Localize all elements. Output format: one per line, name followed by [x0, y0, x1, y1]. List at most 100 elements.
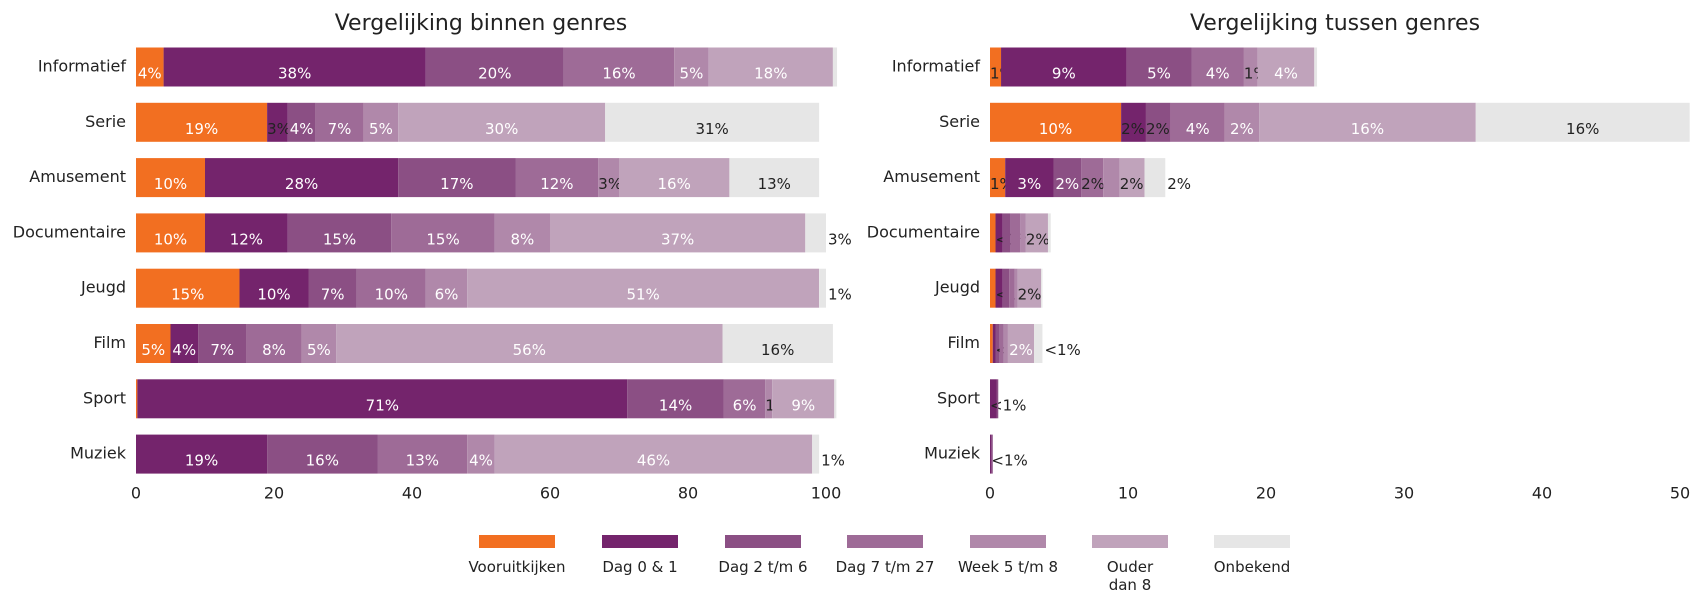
- legend-label: Dag 7 t/m 27: [835, 558, 935, 576]
- legend-label: Dag 0 & 1: [602, 558, 678, 576]
- legend-label: Vooruitkijken: [468, 558, 566, 576]
- value-label: 1%: [821, 452, 845, 470]
- bar-segment: [990, 47, 1002, 87]
- legend-label: Onbekend: [1213, 558, 1291, 576]
- category-label: Serie: [85, 112, 126, 131]
- bar-segment: [990, 213, 996, 253]
- value-label: 56%: [513, 341, 546, 359]
- bar-segment: [494, 434, 813, 474]
- value-label: 1%: [828, 286, 852, 304]
- legend-item: Onbekend: [1197, 535, 1307, 576]
- x-tick-label: 60: [540, 484, 560, 503]
- legend-label: Week 5 t/m 8: [957, 558, 1059, 576]
- value-label: 13%: [406, 452, 439, 470]
- value-label: 28%: [285, 175, 318, 193]
- bar-segment: [1005, 158, 1054, 198]
- bar-segment: [205, 158, 399, 198]
- value-label: 10%: [154, 175, 187, 193]
- value-label: 2%: [1009, 341, 1033, 359]
- bar-segment: [136, 158, 205, 198]
- chart-title: Vergelijking tussen genres: [1190, 11, 1480, 36]
- bar-segment: [1081, 158, 1104, 198]
- bar-segment: [729, 158, 820, 198]
- bar-segment: [1243, 47, 1258, 87]
- category-label: Documentaire: [13, 222, 126, 241]
- bar-segment: [1257, 47, 1315, 87]
- value-label: 18%: [754, 65, 787, 83]
- value-label: 5%: [307, 341, 331, 359]
- legend-item: Vooruitkijken: [462, 535, 572, 576]
- bar-segment: [1009, 268, 1015, 308]
- value-label: 7%: [210, 341, 234, 359]
- value-label: 2%: [1146, 120, 1170, 138]
- bar-segment: [363, 102, 399, 142]
- bar-segment: [990, 379, 997, 419]
- bar-segment: [398, 102, 606, 142]
- value-label: 12%: [540, 175, 573, 193]
- value-label: 3%: [828, 230, 852, 248]
- bar-segment: [136, 47, 164, 87]
- bar-segment: [136, 102, 268, 142]
- value-label: 10%: [257, 286, 290, 304]
- value-label: 5%: [680, 65, 704, 83]
- value-label: 15%: [171, 286, 204, 304]
- value-label: 16%: [658, 175, 691, 193]
- category-label: Jeugd: [934, 278, 980, 297]
- x-tick-label: 40: [402, 484, 422, 503]
- bar-segment: [991, 434, 993, 474]
- value-label: 4%: [138, 65, 162, 83]
- bar-segment: [992, 324, 996, 363]
- bar-segment: [819, 268, 826, 308]
- bar-segment: [1020, 213, 1026, 253]
- bar-segment: [1053, 158, 1082, 198]
- bar-segment: [619, 158, 730, 198]
- x-tick-label: 40: [1532, 484, 1552, 503]
- category-label: Informatief: [892, 57, 981, 76]
- legend-swatch: [602, 535, 678, 548]
- legend-item: Dag 0 & 1: [585, 535, 695, 576]
- value-label: 15%: [426, 230, 459, 248]
- value-label: 6%: [435, 286, 459, 304]
- bar-segment: [834, 379, 837, 419]
- bar-segment: [136, 213, 205, 253]
- category-label: Documentaire: [867, 222, 980, 241]
- x-tick-label: 80: [678, 484, 698, 503]
- bar-segment: [205, 213, 288, 253]
- value-label: 4%: [1186, 120, 1210, 138]
- value-label: 19%: [185, 452, 218, 470]
- bar-segment: [990, 102, 1122, 142]
- category-label: Muziek: [70, 444, 127, 463]
- value-label: 2%: [1018, 286, 1042, 304]
- value-label: 12%: [230, 230, 263, 248]
- bar-segment: [136, 324, 171, 363]
- value-label: 5%: [141, 341, 165, 359]
- bar-segment: [198, 324, 247, 363]
- bar-segment: [627, 379, 724, 419]
- value-label: 3%: [1017, 175, 1041, 193]
- value-label: <1%: [1044, 341, 1080, 359]
- bar-segment: [1475, 102, 1690, 142]
- legend-item: Dag 7 t/m 27: [830, 535, 940, 576]
- legend-label: Ouder dan 8 weken: [1106, 558, 1154, 595]
- value-label: 13%: [758, 175, 791, 193]
- bar-segment: [990, 434, 992, 474]
- x-tick-label: 20: [264, 484, 284, 503]
- value-label: 16%: [1351, 120, 1384, 138]
- value-label: 31%: [695, 120, 728, 138]
- bar-segment: [812, 434, 820, 474]
- value-label: 71%: [366, 396, 399, 414]
- x-tick-label: 100: [811, 484, 842, 503]
- bar-segment: [1002, 268, 1010, 308]
- bar-segment: [1144, 158, 1166, 198]
- bar-segment: [990, 268, 996, 308]
- value-label: 9%: [1052, 65, 1076, 83]
- value-label: <1%: [990, 396, 1026, 414]
- bar-segment: [772, 379, 835, 419]
- value-label: 2%: [1121, 120, 1145, 138]
- value-label: 2%: [1120, 175, 1144, 193]
- bar-segment: [995, 268, 1003, 308]
- bar-segment: [999, 324, 1004, 363]
- legend-swatch: [725, 535, 801, 548]
